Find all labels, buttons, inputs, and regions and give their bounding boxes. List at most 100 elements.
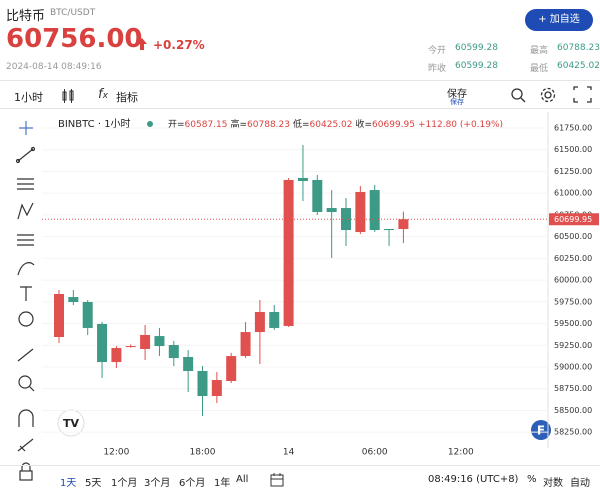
candle-body (384, 228, 395, 231)
fx-icon: fx (98, 87, 108, 102)
candle-body (283, 179, 294, 326)
range-button[interactable]: 1年 (214, 478, 231, 489)
legend-label: 低= (293, 118, 310, 130)
tv-logo: TV (57, 409, 85, 437)
y-tick-label: 61500.00 (554, 145, 592, 154)
y-tick-label: 59500.00 (554, 319, 592, 328)
log-toggle[interactable]: 对数 (543, 478, 563, 489)
x-tick-label: 06:00 (362, 448, 388, 458)
y-tick-label: 58250.00 (554, 428, 592, 437)
candle-body (312, 179, 323, 213)
candle-body (140, 335, 151, 350)
legend-value: 60587.15 (185, 120, 228, 130)
date-range-icon[interactable] (270, 472, 284, 488)
y-tick-label: 59750.00 (554, 297, 592, 306)
clock: 08:49:16 (UTC+8) (428, 474, 519, 485)
candle-body (168, 345, 179, 359)
candle-body (326, 208, 337, 213)
stat-value: 60599.28 (455, 43, 498, 53)
y-tick-label: 60250.00 (554, 254, 592, 263)
candle-body (269, 311, 280, 328)
legend-label: 高= (231, 118, 248, 130)
candle-body (125, 346, 136, 348)
save-button[interactable]: 保存 (447, 89, 467, 100)
candle-body (68, 297, 79, 302)
pair: BTC/USDT (50, 8, 96, 18)
toolbar-icons[interactable] (508, 86, 598, 104)
stat-label: 昨收 (428, 64, 447, 74)
range-button[interactable]: All (236, 474, 249, 485)
candle-body (97, 323, 108, 363)
y-tick-label: 61250.00 (554, 167, 592, 176)
up-arrow (137, 38, 147, 50)
x-tick-label: 12:00 (448, 448, 474, 458)
range-button[interactable]: 1天 (60, 478, 77, 489)
candle-body (240, 332, 251, 357)
coin-name: 比特币 (6, 9, 46, 24)
stat-label: 今开 (428, 46, 447, 56)
stat-value: 60599.28 (455, 61, 498, 71)
svg-text:TV: TV (63, 417, 80, 430)
y-tick-label: 61000.00 (554, 189, 592, 198)
svg-text:F: F (537, 424, 545, 438)
range-button[interactable]: 3个月 (144, 478, 171, 489)
chart: BINBTC · 1小时 开=60587.15 高=60788.23 低=60425… (42, 112, 599, 458)
legend-label: 收= (356, 118, 373, 130)
legend-label: 开= (168, 119, 185, 130)
candle-body (369, 190, 380, 231)
y-tick-label: 59250.00 (554, 341, 592, 350)
x-tick-label: 18:00 (190, 448, 216, 458)
candle-body (111, 348, 122, 363)
candle-body (54, 293, 64, 338)
stat-label: 最低 (530, 64, 549, 74)
legend-value: 60699.95 (372, 120, 415, 130)
legend-value: 60425.02 (310, 120, 353, 130)
price-tag (549, 213, 599, 226)
price: 60756.00 (6, 24, 143, 54)
candle-body (211, 380, 222, 397)
change: +0.27% (153, 38, 205, 52)
x-tick-label: 12:00 (103, 448, 129, 458)
ohlc-legend: 开=60587.15 高=60788.23 低=60425.02 收=60699.95… (168, 118, 503, 130)
y-tick-label: 61750.00 (554, 123, 592, 132)
y-tick-label: 60000.00 (554, 276, 592, 285)
candle-body (226, 356, 237, 381)
y-tick-label: 59000.00 (554, 362, 592, 371)
add-watchlist-button[interactable]: + 加自选 (525, 9, 593, 31)
save-sub: 保存 (450, 98, 464, 106)
live-dot (147, 121, 153, 127)
timestamp: 2024-08-14 08:49:16 (6, 62, 102, 72)
indicators-button[interactable]: 指标 (116, 91, 138, 104)
f-logo: F (531, 420, 551, 440)
stat-label: 最高 (530, 46, 549, 56)
y-tick-label: 58750.00 (554, 384, 592, 393)
candle-body (355, 191, 366, 233)
legend-value: 60788.23 (247, 120, 290, 130)
divider (0, 465, 600, 466)
auto-toggle[interactable]: 自动 (570, 478, 590, 489)
candle-body (183, 357, 194, 371)
chart-title: BINBTC · 1小时 (58, 118, 131, 130)
legend-change: +112.80 (+0.19%) (418, 120, 503, 130)
divider (0, 108, 600, 109)
range-button[interactable]: 6个月 (179, 478, 206, 489)
candle-body (197, 370, 208, 397)
range-button[interactable]: 1个月 (111, 478, 138, 489)
interval-button[interactable]: 1小时 (14, 91, 43, 104)
y-tick-label: 58500.00 (554, 406, 592, 415)
candle-body (254, 311, 265, 333)
percent-toggle[interactable]: % (527, 474, 537, 485)
drawing-tools[interactable] (12, 115, 40, 495)
y-tick-label: 60500.00 (554, 232, 592, 241)
candle-body (297, 177, 308, 182)
candle-type-icon[interactable] (60, 88, 76, 104)
candle-body (82, 301, 93, 328)
price-tag-label: 60699.95 (554, 215, 592, 224)
stat-value: 60788.23 (557, 43, 600, 53)
candle-body (154, 336, 165, 347)
range-button[interactable]: 5天 (85, 478, 102, 489)
divider (0, 80, 600, 81)
x-tick-label: 14 (283, 448, 295, 458)
stat-value: 60425.02 (557, 61, 600, 71)
